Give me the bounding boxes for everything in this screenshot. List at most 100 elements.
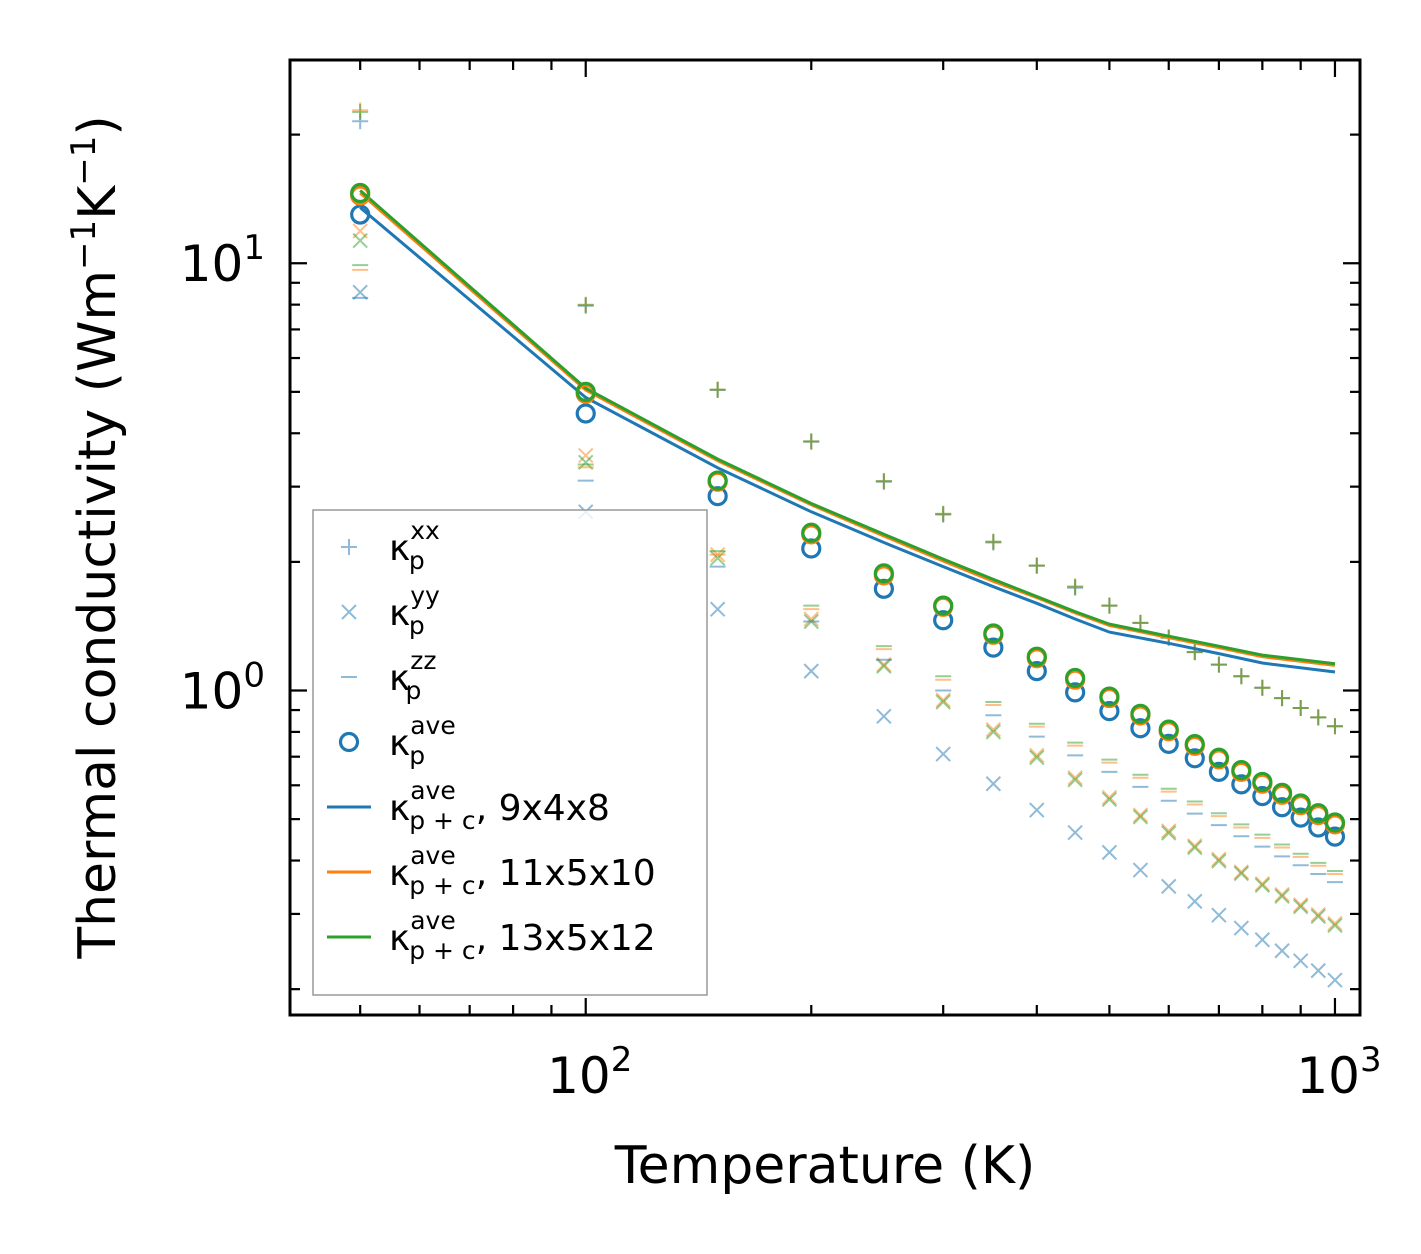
data-point — [709, 601, 726, 617]
data-point — [1310, 962, 1326, 979]
data-point — [1067, 772, 1083, 788]
series--p-c-ave-13x5x12 — [359, 189, 1336, 666]
x-tick-label: 102 — [547, 1040, 632, 1105]
y-axis-label-exp2: −1 — [64, 136, 104, 186]
data-point — [1101, 597, 1118, 614]
legend-label-symbol: κ — [389, 853, 410, 894]
data-point — [1065, 682, 1086, 703]
data-point — [1067, 824, 1083, 841]
data-point — [350, 182, 371, 204]
series--p-yy-9x4x8 — [352, 284, 1343, 988]
data-point — [876, 658, 892, 674]
data-point — [578, 447, 594, 464]
legend-label: κzz p — [389, 646, 436, 705]
data-point — [1326, 718, 1343, 735]
data-point — [1101, 844, 1118, 861]
data-point — [1290, 793, 1311, 814]
data-point — [875, 473, 892, 490]
data-point — [876, 708, 892, 725]
legend-label: κave p + c, 13x5x12 — [389, 906, 656, 965]
data-point — [1208, 747, 1229, 768]
y-axis-label-unit: K — [68, 184, 128, 220]
series--p-zz-13x5x12 — [352, 264, 1343, 873]
data-point — [985, 776, 1002, 792]
x-tick-label-exp: 3 — [1360, 1040, 1382, 1080]
legend-label-superscript: ave — [410, 711, 456, 740]
legend-item-kyy: κyy p — [341, 581, 440, 640]
x-tick-label-base: 10 — [547, 1047, 611, 1105]
data-point — [709, 381, 726, 398]
data-point — [1271, 782, 1293, 803]
data-point — [935, 694, 951, 710]
data-point — [1186, 644, 1203, 661]
data-point — [1292, 953, 1309, 969]
y-axis-label-main: Thermal conductivity (Wm — [68, 270, 128, 960]
series--p-ave-13x5x12 — [350, 182, 1346, 833]
series-line — [359, 189, 1336, 666]
y-axis-label-exp1: −1 — [64, 220, 104, 270]
data-point — [1254, 932, 1271, 948]
data-point — [575, 403, 596, 424]
data-point — [935, 505, 952, 522]
data-point — [1231, 760, 1252, 781]
legend-label-suffix: , 9x4x8 — [476, 788, 610, 829]
data-point — [1233, 668, 1250, 685]
plot-area — [350, 102, 1346, 988]
legend-label-superscript: ave — [410, 776, 456, 805]
legend-label-superscript: xx — [410, 516, 440, 545]
legend-label-subscript: p — [409, 546, 425, 575]
data-point — [933, 610, 954, 631]
series--p-ave-9x4x8 — [350, 204, 1346, 847]
legend-label-symbol: κ — [389, 918, 410, 959]
data-point — [1132, 809, 1149, 825]
data-point — [1029, 802, 1045, 818]
legend-label-symbol: κ — [389, 658, 410, 699]
data-point — [803, 663, 819, 679]
data-point — [1187, 839, 1203, 856]
data-point — [1254, 679, 1271, 696]
legend-box — [312, 509, 708, 996]
data-point — [1101, 789, 1118, 806]
legend-item-kave: κave p — [338, 711, 456, 770]
series-line — [359, 206, 1336, 674]
series--p-yy-13x5x12 — [352, 232, 1343, 934]
data-point — [983, 637, 1004, 658]
legend-label-superscript: ave — [410, 906, 456, 935]
y-tick-label: 101 — [180, 228, 265, 293]
data-point — [350, 204, 371, 225]
data-point — [1310, 908, 1326, 925]
data-point — [1101, 791, 1118, 808]
x-tick-label-base: 10 — [1296, 1047, 1360, 1105]
data-point — [1161, 825, 1177, 841]
series--p-c-ave-9x4x8 — [359, 206, 1336, 674]
legend-label-subscript: p + c — [409, 806, 475, 835]
data-point — [1324, 826, 1346, 847]
legend-item-kzz: κzz p — [341, 646, 436, 705]
legend-label: κxx p — [389, 516, 440, 575]
data-point — [577, 297, 594, 314]
data-point — [1233, 864, 1250, 880]
legend-label-superscript: ave — [410, 841, 456, 870]
data-point — [1327, 917, 1343, 934]
data-point — [1187, 893, 1203, 910]
series--p-zz-9x4x8 — [352, 296, 1343, 884]
data-point — [1211, 853, 1227, 869]
data-point — [1099, 686, 1120, 707]
data-point — [1029, 749, 1045, 766]
data-point — [1308, 803, 1329, 824]
series--p-zz-11x5x10 — [352, 268, 1343, 876]
legend-item-line3: κave p + c, 13x5x12 — [327, 906, 656, 965]
data-point — [1184, 748, 1205, 769]
legend-marker-swatch — [338, 731, 360, 753]
data-point — [1327, 915, 1343, 932]
data-point — [1254, 876, 1271, 892]
data-point — [1132, 614, 1149, 631]
legend-label-suffix: , 13x5x12 — [476, 918, 656, 959]
legend-marker-swatch — [341, 539, 357, 555]
data-point — [1161, 823, 1177, 839]
data-point — [1026, 646, 1047, 667]
data-point — [1252, 786, 1273, 807]
